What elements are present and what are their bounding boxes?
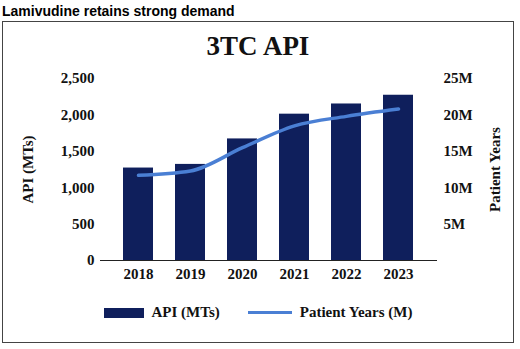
svg-text:2,500: 2,500 [61, 70, 95, 86]
svg-text:API (MTs): API (MTs) [20, 135, 37, 203]
html-text:API (MTs): API (MTs) [151, 304, 220, 320]
svg-text:500: 500 [72, 216, 95, 232]
svg-text:25M: 25M [444, 70, 473, 86]
html-text:Patient Years (M): Patient Years (M) [299, 304, 413, 320]
svg-text:2,000: 2,000 [61, 107, 95, 123]
svg-text:2023: 2023 [384, 266, 414, 282]
svg-text:2022: 2022 [332, 266, 362, 282]
svg-text:20M: 20M [444, 107, 473, 123]
html-text:Lamivudine retains strong dema: Lamivudine retains strong demand [2, 3, 235, 19]
svg-text:5M: 5M [444, 216, 466, 232]
svg-text:2018: 2018 [124, 266, 154, 282]
svg-text:0: 0 [87, 252, 95, 268]
svg-text:2020: 2020 [228, 266, 258, 282]
svg-text:1,000: 1,000 [61, 180, 95, 196]
html-text:3TC API: 3TC API [206, 31, 310, 61]
svg-text:1,500: 1,500 [61, 143, 95, 159]
svg-text:Patient Years: Patient Years [487, 127, 503, 212]
svg-text:10M: 10M [444, 180, 473, 196]
svg-text:15M: 15M [444, 143, 473, 159]
svg-text:2019: 2019 [176, 266, 206, 282]
svg-text:2021: 2021 [280, 266, 310, 282]
